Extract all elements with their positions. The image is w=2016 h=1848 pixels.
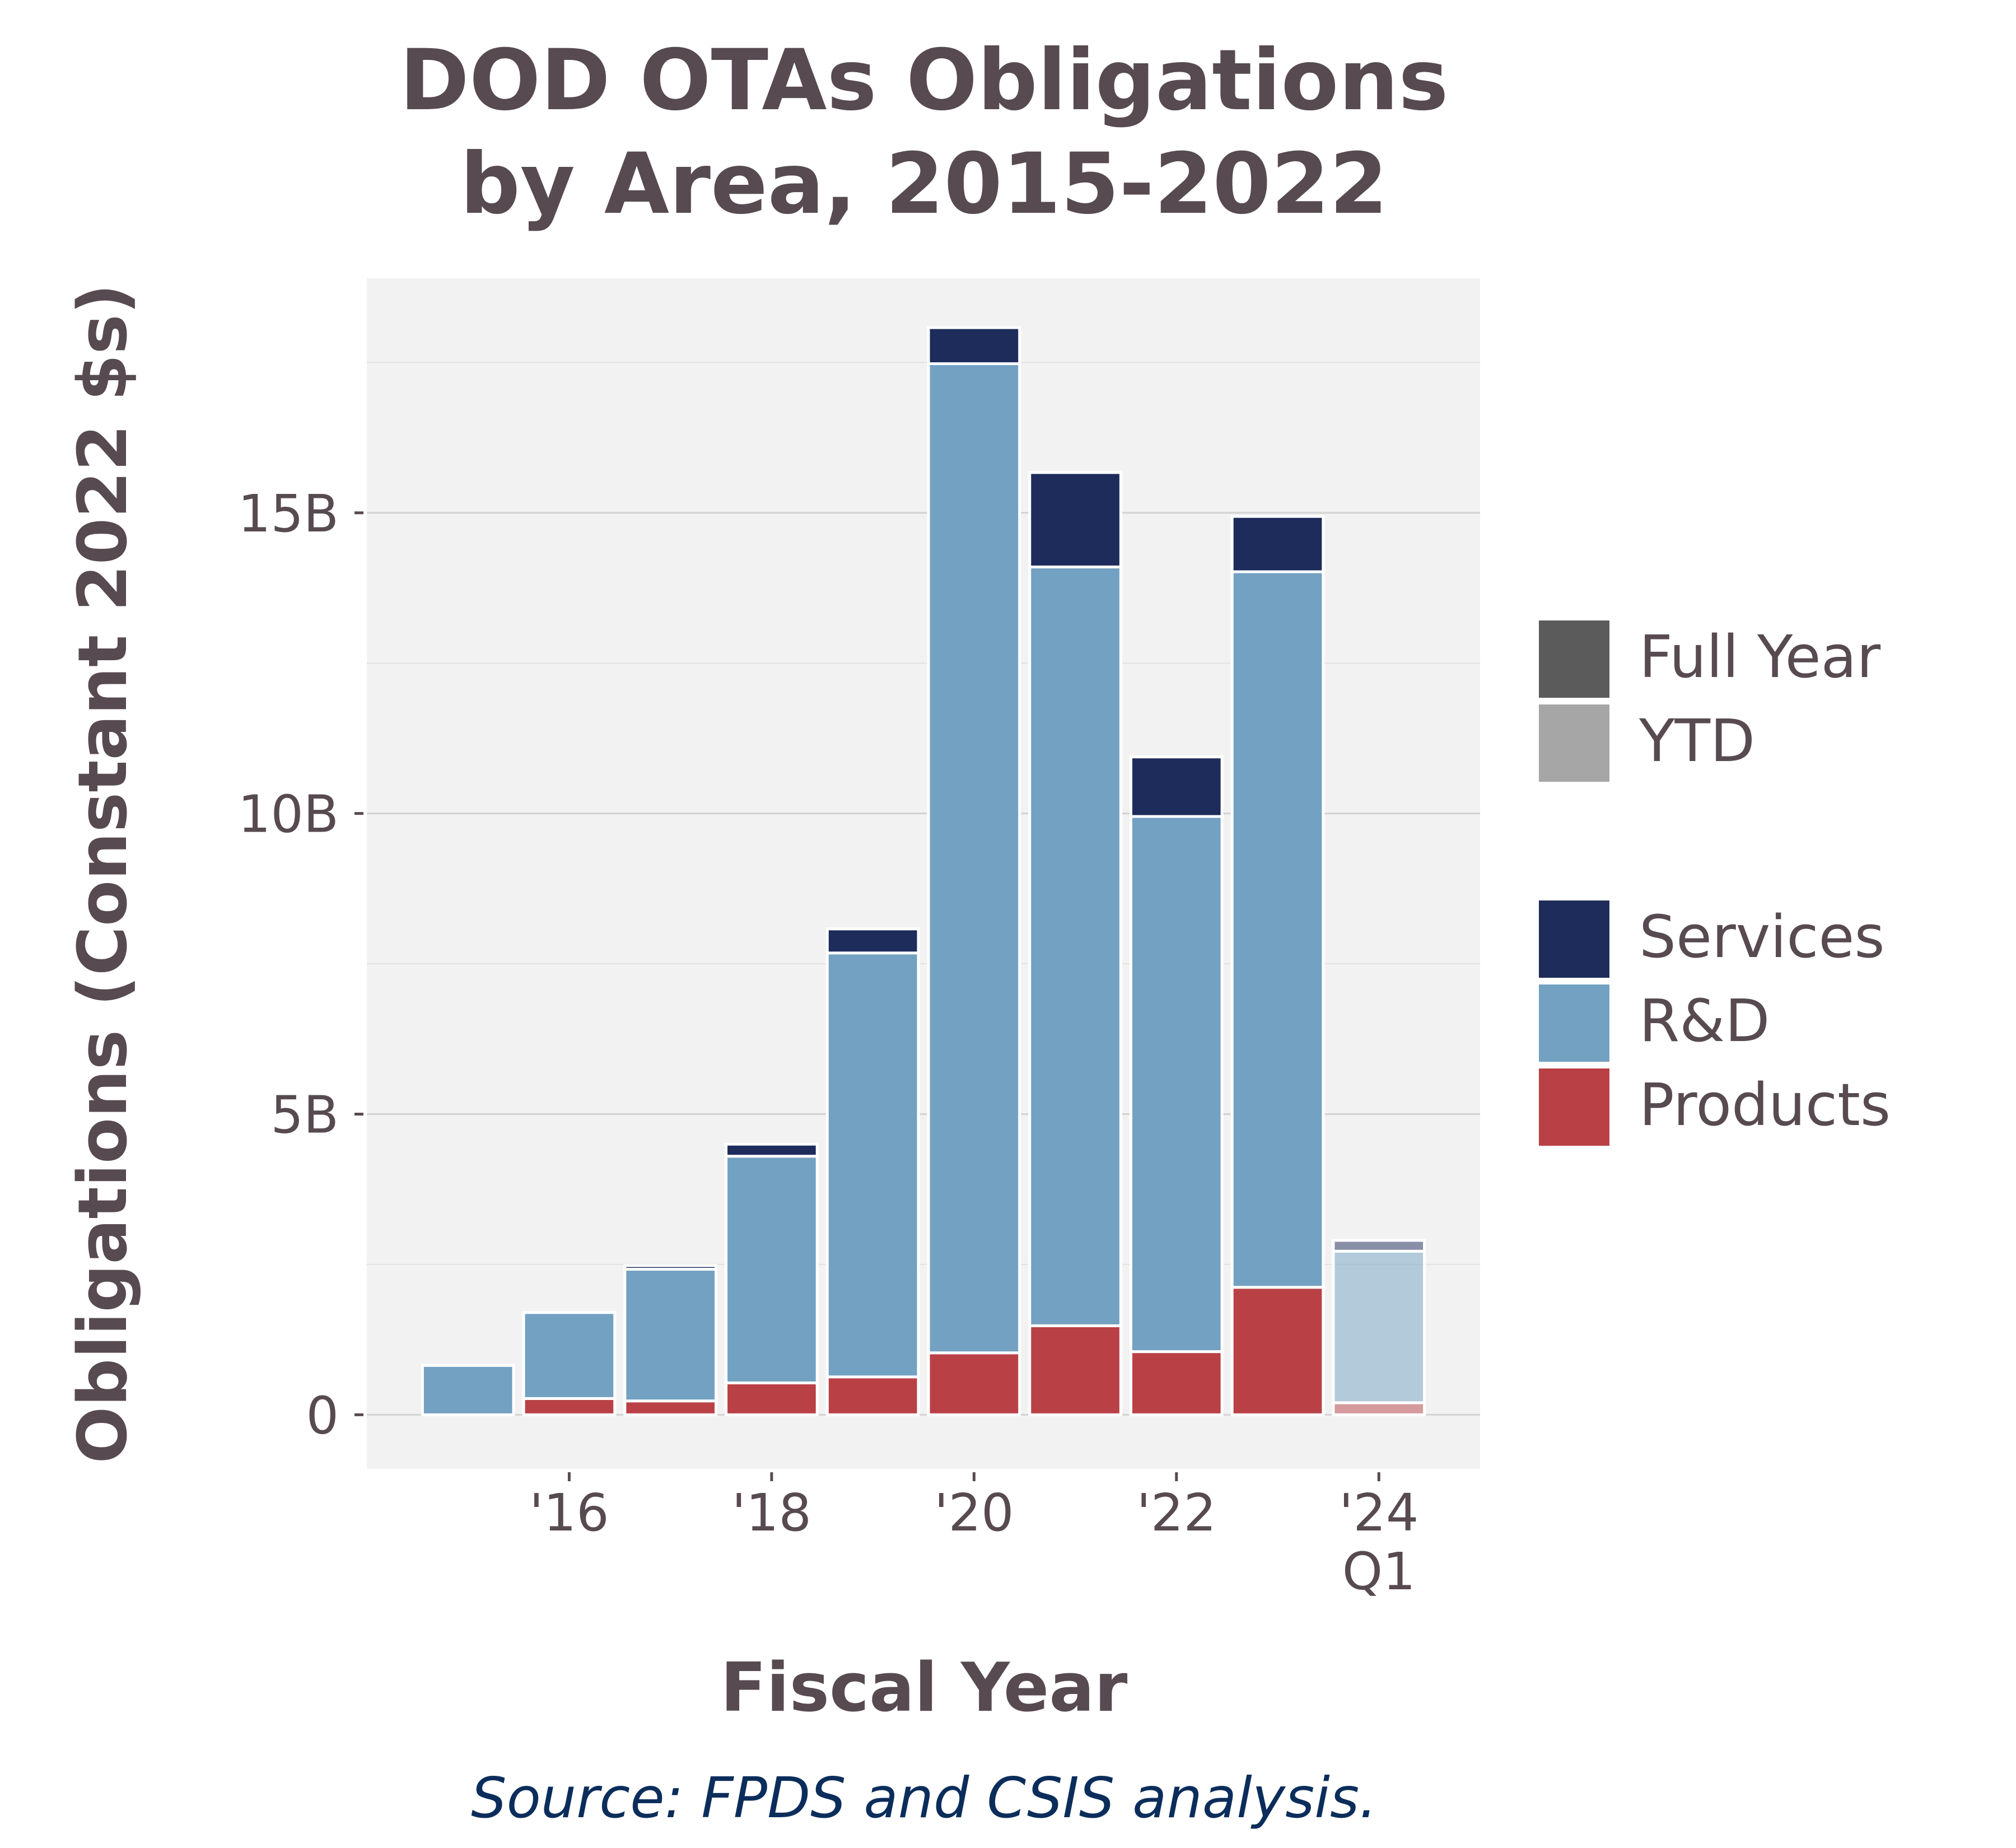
bar-products-2017 — [623, 1399, 718, 1416]
legend-period-key-full-year — [1536, 617, 1613, 701]
bar-services-2022 — [1129, 755, 1224, 818]
y-tick-label: 0 — [306, 1385, 339, 1445]
bar-products-2016 — [522, 1397, 617, 1416]
bar-r-d-2024 — [1332, 1249, 1426, 1404]
y-tick-label: 10B — [238, 785, 339, 844]
bar-products-2023 — [1230, 1286, 1325, 1416]
legend-period-label-full-year: Full Year — [1639, 623, 1880, 691]
bar-products-2019 — [825, 1375, 920, 1416]
legend: Full Year YTD Services R&D Products — [1536, 617, 1891, 1149]
y-tick-label: 5B — [270, 1085, 339, 1145]
bar-r-d-2020 — [927, 362, 1021, 1355]
x-tick-label: '24 — [1339, 1483, 1418, 1543]
chart-title-line-1: DOD OTAs Obligations — [399, 32, 1448, 129]
x-axis-title: Fiscal Year — [721, 1649, 1128, 1727]
chart-title-line-2: by Area, 2015-2022 — [460, 136, 1388, 233]
bar-r-d-2019 — [825, 951, 920, 1379]
bar-products-2024 — [1332, 1401, 1426, 1416]
bar-services-2017 — [623, 1264, 718, 1271]
x-tick-label: '20 — [934, 1483, 1014, 1543]
x-tick-label: '22 — [1137, 1483, 1216, 1543]
bar-r-d-2023 — [1230, 570, 1325, 1289]
bar-services-2020 — [927, 326, 1021, 365]
legend-period-label-ytd: YTD — [1639, 707, 1755, 775]
legend-series-label-services: Services — [1639, 903, 1885, 971]
bar-services-2019 — [825, 927, 920, 955]
source-note: Source: FPDS and CSIS analysis. — [471, 1765, 1377, 1831]
bar-r-d-2015 — [421, 1364, 515, 1416]
bar-services-2018 — [725, 1142, 819, 1158]
bar-products-2021 — [1028, 1324, 1122, 1416]
y-axis-title: Obligations (Constant 2022 $s) — [64, 283, 142, 1463]
y-axis: 0 5B 10B 15B — [238, 484, 363, 1445]
bar-products-2018 — [725, 1381, 819, 1416]
bar-services-2023 — [1230, 515, 1325, 573]
bar-r-d-2021 — [1028, 565, 1122, 1327]
legend-series-label-r-d: R&D — [1639, 987, 1770, 1055]
bar-products-2022 — [1129, 1350, 1224, 1416]
bar-r-d-2022 — [1129, 815, 1224, 1354]
bar-services-2024 — [1332, 1239, 1426, 1253]
x-tick-label: '16 — [529, 1483, 609, 1543]
legend-series-key-r-d — [1536, 981, 1613, 1065]
bar-r-d-2017 — [623, 1268, 718, 1403]
legend-series-key-services — [1536, 897, 1613, 981]
bar-services-2021 — [1028, 471, 1122, 568]
legend-series-label-products: Products — [1639, 1071, 1891, 1139]
bars — [421, 326, 1426, 1416]
y-tick-label: 15B — [238, 484, 339, 544]
x-tick-label-line-2: Q1 — [1342, 1542, 1416, 1602]
bar-r-d-2018 — [725, 1155, 819, 1384]
bar-products-2020 — [927, 1351, 1021, 1416]
bar-r-d-2016 — [522, 1311, 617, 1400]
legend-series-key-products — [1536, 1065, 1613, 1149]
legend-period-key-ytd — [1536, 701, 1613, 785]
x-tick-label: '18 — [732, 1483, 811, 1543]
